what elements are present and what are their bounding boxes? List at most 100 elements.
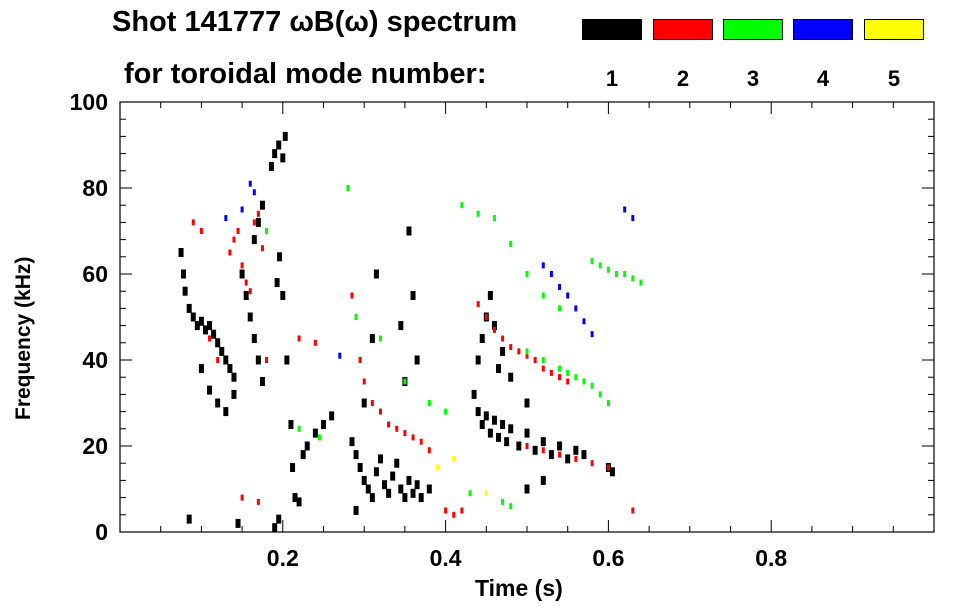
data-point-mode-3: [574, 374, 578, 381]
data-point-mode-4: [623, 206, 627, 213]
data-point-mode-1: [496, 364, 502, 374]
data-point-mode-1: [540, 437, 546, 447]
data-point-mode-2: [240, 494, 244, 501]
data-point-mode-2: [191, 219, 195, 226]
data-point-mode-3: [460, 202, 464, 209]
data-point-mode-1: [361, 398, 367, 408]
data-point-mode-4: [224, 215, 228, 222]
data-point-mode-3: [590, 258, 594, 265]
data-point-mode-2: [256, 210, 260, 217]
data-point-mode-3: [492, 215, 496, 222]
data-point-mode-3: [468, 490, 472, 497]
data-point-mode-3: [631, 275, 635, 282]
y-tick-label: 100: [70, 89, 108, 115]
data-point-mode-1: [284, 355, 290, 365]
data-point-mode-1: [219, 346, 225, 356]
data-point-mode-1: [398, 484, 404, 494]
data-point-mode-2: [297, 335, 301, 342]
data-point-mode-1: [406, 475, 412, 485]
data-point-mode-4: [558, 283, 562, 290]
data-point-mode-4: [574, 305, 578, 312]
data-point-mode-2: [358, 357, 362, 363]
data-point-mode-3: [590, 382, 594, 389]
data-point-mode-1: [312, 428, 318, 438]
data-point-mode-4: [590, 331, 594, 338]
data-point-mode-2: [566, 378, 570, 385]
data-point-mode-1: [353, 450, 359, 460]
data-point-mode-1: [255, 217, 261, 227]
data-point-mode-2: [484, 314, 488, 320]
data-point-mode-1: [207, 321, 213, 331]
data-point-mode-2: [501, 335, 505, 342]
x-tick-label: 0.2: [267, 545, 299, 571]
data-point-mode-5: [435, 464, 439, 471]
data-point-mode-1: [398, 321, 404, 331]
data-point-mode-1: [207, 385, 213, 395]
data-point-mode-1: [251, 334, 257, 343]
data-point-mode-1: [361, 475, 367, 485]
data-point-mode-3: [566, 369, 570, 376]
data-point-mode-1: [508, 424, 514, 434]
data-point-mode-1: [215, 398, 221, 408]
data-point-mode-1: [251, 235, 257, 245]
data-point-mode-1: [532, 445, 538, 455]
data-point-mode-1: [182, 286, 188, 296]
x-axis-label: Time (s): [475, 575, 563, 601]
data-point-mode-1: [390, 471, 396, 481]
data-point-mode-4: [566, 292, 570, 299]
y-tick-label: 20: [82, 433, 108, 459]
data-point-mode-2: [387, 421, 391, 428]
data-point-mode-1: [223, 407, 229, 417]
y-axis-label: Frequency (kHz): [12, 256, 35, 420]
data-point-mode-1: [178, 248, 184, 257]
chart-title: Shot 141777 ωB(ω) spectrum: [112, 6, 518, 38]
data-point-mode-1: [223, 355, 229, 365]
data-point-mode-1: [406, 226, 412, 236]
x-tick-label: 0.8: [755, 545, 787, 571]
data-point-mode-1: [272, 523, 278, 533]
data-point-mode-1: [255, 355, 261, 365]
data-point-mode-1: [321, 420, 326, 429]
data-point-mode-1: [540, 475, 546, 485]
data-point-mode-2: [419, 438, 423, 445]
data-point-mode-1: [394, 458, 400, 468]
data-point-mode-2: [509, 344, 513, 351]
data-point-mode-3: [582, 378, 586, 385]
data-point-mode-3: [525, 271, 529, 277]
data-point-mode-3: [265, 228, 269, 234]
data-point-mode-2: [260, 245, 264, 252]
data-point-mode-2: [216, 357, 220, 363]
data-point-mode-1: [487, 428, 493, 438]
data-point-mode-1: [282, 131, 288, 141]
data-point-mode-1: [386, 488, 392, 498]
data-point-mode-1: [235, 518, 241, 528]
data-point-mode-1: [418, 493, 424, 503]
data-point-mode-4: [582, 318, 586, 325]
data-point-mode-1: [426, 484, 432, 494]
data-point-mode-2: [350, 292, 354, 299]
data-point-mode-3: [541, 292, 545, 299]
data-point-mode-2: [460, 507, 464, 514]
data-point-mode-3: [427, 400, 431, 406]
data-point-mode-2: [232, 236, 236, 243]
data-point-mode-1: [239, 269, 245, 279]
data-point-mode-3: [501, 498, 505, 505]
data-point-mode-1: [524, 398, 530, 408]
data-point-mode-1: [414, 480, 420, 490]
data-points: [178, 131, 643, 533]
data-point-mode-2: [541, 365, 545, 372]
data-point-mode-3: [346, 185, 350, 191]
data-point-mode-2: [265, 357, 269, 363]
data-point-mode-1: [500, 420, 506, 429]
data-point-mode-2: [244, 279, 248, 286]
data-point-mode-1: [276, 140, 282, 150]
data-point-mode-2: [362, 378, 366, 385]
legend-swatch-mode-2: [653, 19, 713, 40]
data-point-mode-1: [349, 437, 355, 447]
data-point-mode-2: [631, 507, 635, 514]
data-point-mode-1: [198, 316, 204, 326]
data-point-mode-2: [517, 348, 521, 355]
data-point-mode-1: [365, 484, 371, 494]
data-point-mode-2: [444, 507, 448, 514]
data-point-mode-4: [240, 206, 244, 213]
